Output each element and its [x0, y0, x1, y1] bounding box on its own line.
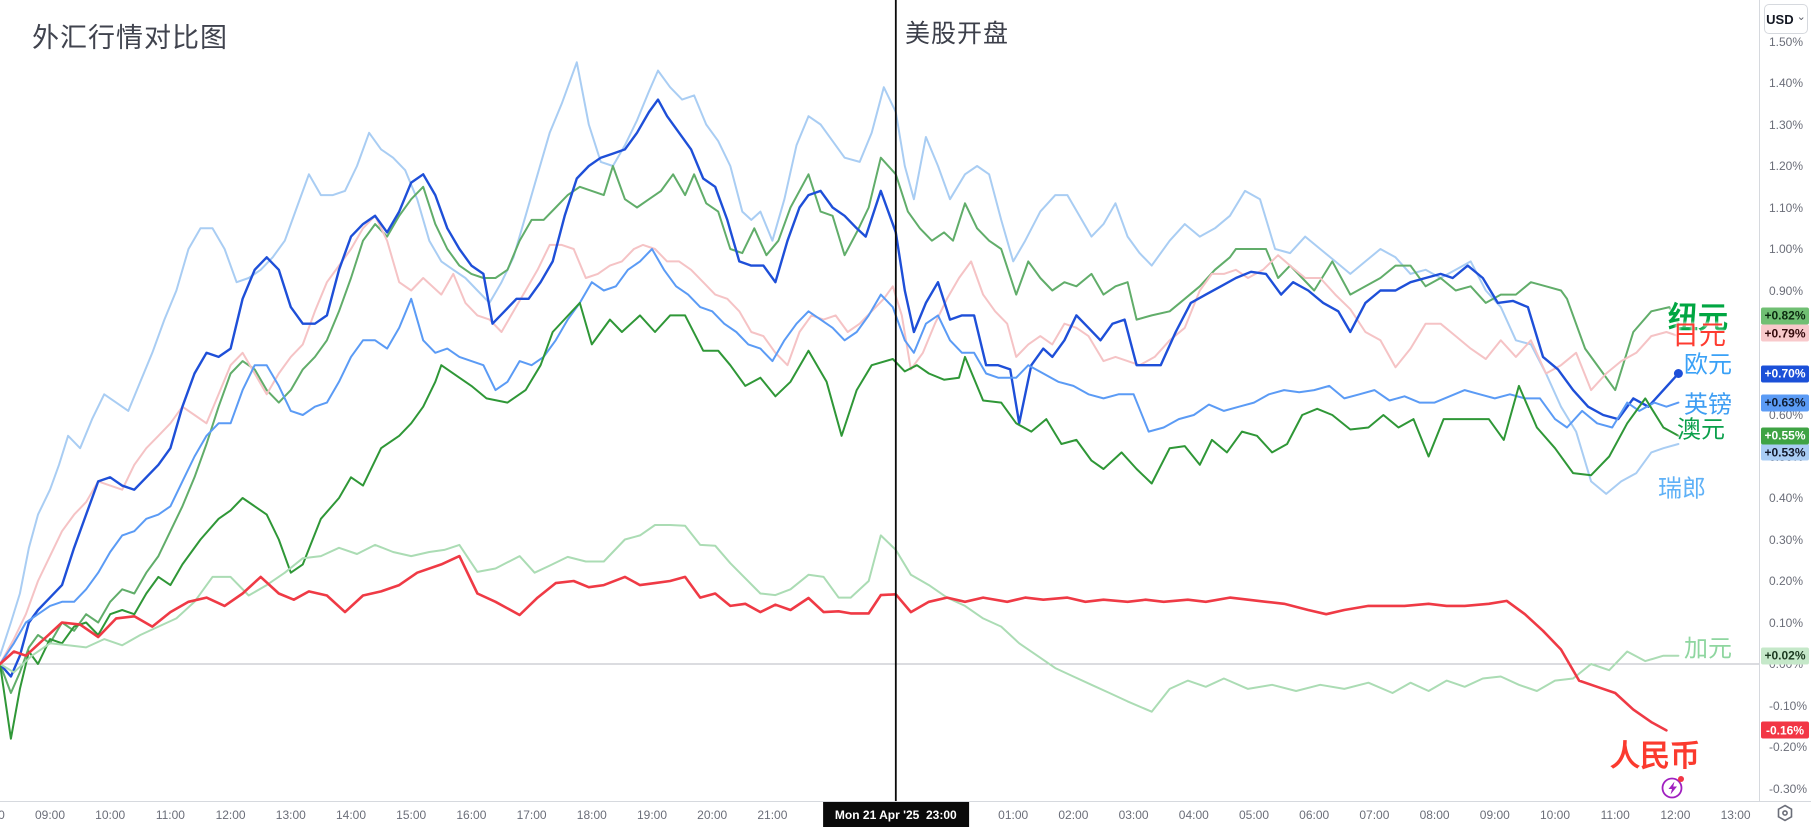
price-badge-gbp: +0.63%	[1761, 394, 1809, 412]
lightning-icon[interactable]	[1660, 775, 1686, 799]
axis-settings-icon[interactable]	[1767, 803, 1803, 823]
time-tick-13:00: 13:00	[275, 808, 306, 822]
price-axis[interactable]: USD ⌄ 1.50% 1.40% 1.30% 1.20% 1.10% 1.00% 0.90…	[1759, 0, 1811, 827]
chart-title: 外汇行情对比图	[32, 23, 228, 53]
currency-dropdown-label: USD	[1766, 11, 1794, 27]
price-tick--0.30%: -0.30%	[1769, 781, 1808, 796]
time-tick-14:00: 14:00	[335, 808, 367, 822]
time-tick-06:00: 06:00	[1299, 808, 1330, 822]
price-tick-1.00%: 1.00%	[1769, 242, 1804, 256]
series-name-label-chf[interactable]: 瑞郎	[1658, 475, 1706, 503]
time-tick-09:00: 09:00	[34, 808, 66, 822]
time-tick-19:00: 19:00	[636, 808, 668, 822]
price-badge-eur: +0.70%	[1761, 365, 1809, 382]
series-line-cad	[0, 524, 1680, 713]
time-tick-17:00: 17:00	[516, 808, 547, 822]
price-tick-1.50%: 1.50%	[1769, 34, 1804, 49]
price-tick-1.40%: 1.40%	[1769, 76, 1804, 90]
price-tick-1.10%: 1.10%	[1769, 200, 1804, 215]
time-tick-08:00: 08:00	[1419, 808, 1450, 822]
time-tick-10:00: 10:00	[1539, 808, 1571, 822]
time-tick-20:00: 20:00	[697, 808, 728, 822]
series-line-eur	[0, 98, 1680, 678]
price-badge-chf: +0.53%	[1761, 443, 1809, 461]
price-tick-1.20%: 1.20%	[1769, 159, 1804, 173]
series-name-label-nzd[interactable]: 纽元	[1668, 301, 1728, 335]
time-tick-13:00: 13:00	[1720, 808, 1751, 822]
time-tick-16:00: 16:00	[456, 808, 487, 822]
time-tick-04:00: 04:00	[1178, 808, 1209, 822]
price-tick-0.10%: 0.10%	[1769, 615, 1804, 630]
series-end-dot-eur	[1673, 369, 1683, 378]
price-tick-0.20%: 0.20%	[1769, 574, 1804, 588]
series-name-label-cny[interactable]: 人民币	[1610, 740, 1700, 774]
series-name-label-gbp[interactable]: 英镑	[1684, 391, 1732, 419]
time-tick-12:00: 12:00	[215, 808, 246, 822]
time-tick-21:00: 21:00	[757, 808, 788, 822]
price-badge-aud: +0.55%	[1761, 427, 1809, 445]
time-tick-05:00: 05:00	[1238, 808, 1270, 822]
event-annotation-label: 美股开盘	[905, 20, 1010, 48]
price-tick-1.30%: 1.30%	[1769, 117, 1804, 132]
time-tick-11:00: 11:00	[1600, 808, 1630, 822]
series-line-nzd	[0, 156, 1680, 694]
series-name-label-jpy[interactable]: 日元	[1672, 320, 1726, 351]
crosshair-time-badge: Mon 21 Apr '25 23:00	[822, 802, 969, 827]
series-line-jpy	[0, 214, 1680, 665]
series-name-label-aud[interactable]: 澳元	[1677, 416, 1725, 444]
time-tick-03:00: 03:00	[1118, 808, 1149, 822]
time-tick-09:00: 09:00	[1479, 808, 1510, 822]
price-tick--0.20%: -0.20%	[1769, 740, 1808, 754]
time-tick-01:00: 01:00	[998, 808, 1029, 822]
time-tick-07:00: 07:00	[1359, 808, 1390, 822]
series-line-aud	[0, 301, 1680, 740]
price-badge-nzd: +0.82%	[1761, 307, 1809, 325]
chart-canvas[interactable]	[0, 0, 1759, 801]
time-tick-08:00: 08:00	[0, 808, 5, 822]
price-tick-0.90%: 0.90%	[1769, 283, 1804, 298]
series-line-cny	[0, 554, 1668, 732]
price-badge-cad: +0.02%	[1761, 647, 1809, 665]
currency-dropdown[interactable]: USD ⌄	[1764, 4, 1808, 34]
chevron-down-icon: ⌄	[1796, 11, 1806, 23]
time-tick-15:00: 15:00	[396, 808, 427, 822]
price-tick-0.60%: 0.60%	[1769, 408, 1804, 422]
time-tick-02:00: 02:00	[1058, 808, 1089, 822]
time-tick-18:00: 18:00	[576, 808, 607, 822]
price-badge-cny: -0.16%	[1761, 721, 1809, 739]
series-name-label-eur[interactable]: 欧元	[1684, 351, 1732, 378]
series-name-label-cad[interactable]: 加元	[1684, 635, 1732, 663]
time-tick-12:00: 12:00	[1660, 808, 1691, 822]
time-tick-11:00: 11:00	[155, 808, 185, 822]
price-tick-0.40%: 0.40%	[1769, 491, 1804, 505]
time-tick-10:00: 10:00	[95, 808, 126, 822]
price-tick-0.30%: 0.30%	[1769, 532, 1804, 547]
price-tick--0.10%: -0.10%	[1769, 698, 1808, 713]
time-axis[interactable]: 08:00 09:00 10:00 11:00 12:00 13:00 14:00 15:00…	[0, 801, 1811, 828]
price-badge-jpy: +0.79%	[1761, 324, 1809, 342]
series-line-gbp	[0, 248, 1680, 665]
series-line-chf	[0, 61, 1680, 657]
